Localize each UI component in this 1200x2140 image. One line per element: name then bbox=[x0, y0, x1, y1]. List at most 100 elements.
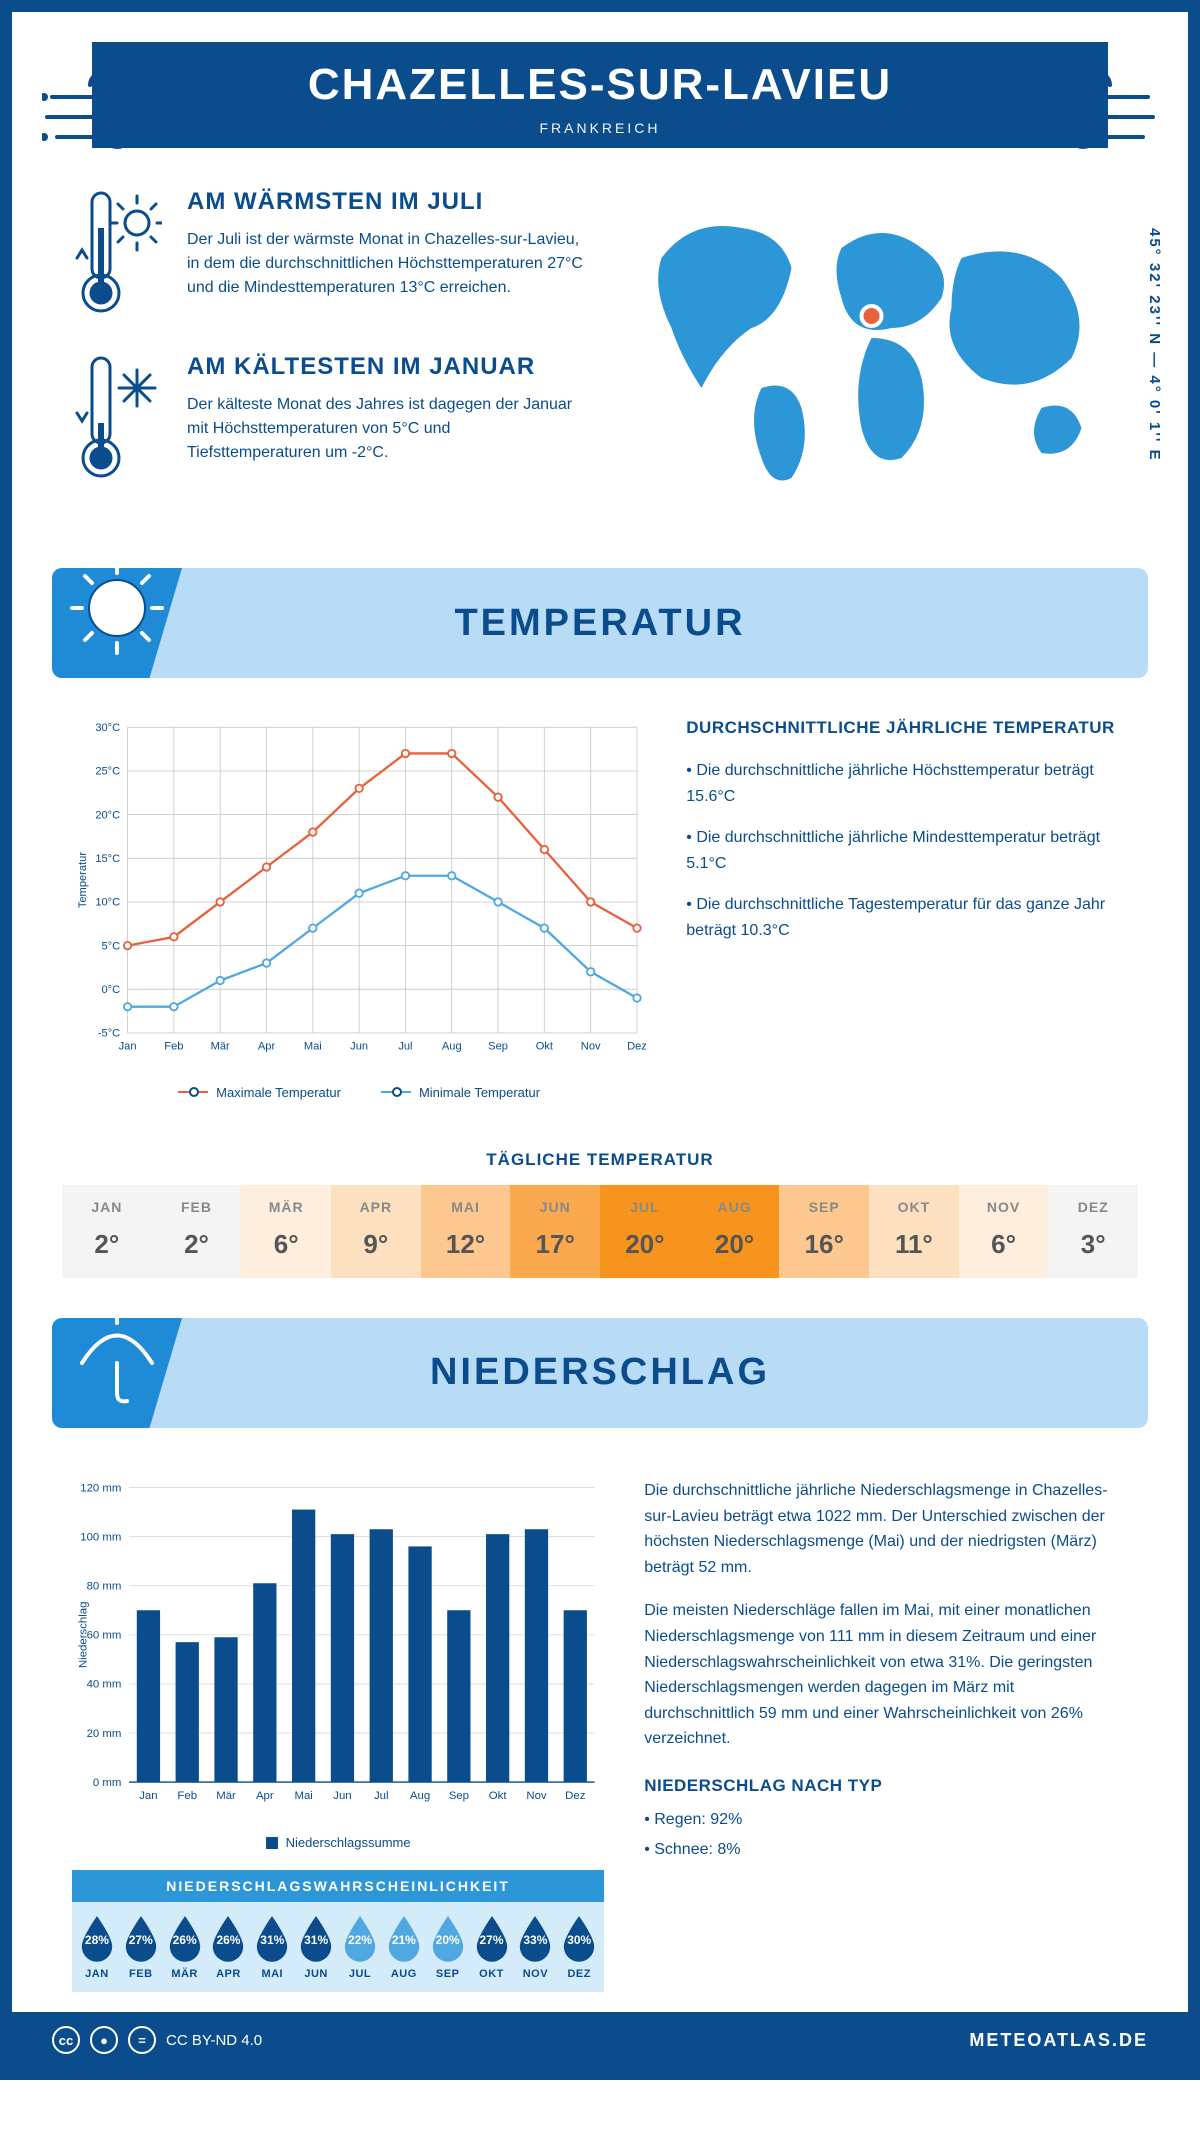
svg-text:Nov: Nov bbox=[526, 1790, 547, 1802]
precipitation-title: NIEDERSCHLAG bbox=[430, 1351, 770, 1394]
site-name: METEOATLAS.DE bbox=[969, 2030, 1148, 2051]
daily-temp-cell: DEZ3° bbox=[1048, 1185, 1138, 1278]
svg-text:Jan: Jan bbox=[139, 1790, 157, 1802]
coldest-text: Der kälteste Monat des Jahres ist dagege… bbox=[187, 393, 585, 465]
svg-text:Jun: Jun bbox=[350, 1041, 368, 1053]
warmest-text: Der Juli ist der wärmste Monat in Chazel… bbox=[187, 228, 585, 300]
svg-text:Feb: Feb bbox=[177, 1790, 197, 1802]
svg-text:10°C: 10°C bbox=[95, 897, 120, 909]
svg-text:Sep: Sep bbox=[488, 1041, 508, 1053]
svg-text:80 mm: 80 mm bbox=[87, 1580, 122, 1592]
svg-text:Mai: Mai bbox=[304, 1041, 322, 1053]
infographic-frame: CHAZELLES-SUR-LAVIEU FRANKREICH bbox=[0, 0, 1200, 2080]
svg-text:60 mm: 60 mm bbox=[87, 1630, 122, 1642]
prob-cell: 28%JAN bbox=[76, 1914, 118, 1980]
prob-cell: 31%MAI bbox=[251, 1914, 293, 1980]
svg-text:Jul: Jul bbox=[374, 1790, 389, 1802]
thermometer-hot-icon bbox=[72, 188, 162, 318]
svg-text:Feb: Feb bbox=[164, 1041, 183, 1053]
precip-type-title: NIEDERSCHLAG NACH TYP bbox=[644, 1772, 1128, 1799]
prob-cell: 31%JUN bbox=[295, 1914, 337, 1980]
svg-text:Apr: Apr bbox=[258, 1041, 276, 1053]
svg-text:Jun: Jun bbox=[333, 1790, 351, 1802]
prob-cell: 26%APR bbox=[208, 1914, 250, 1980]
daily-temp-strip: JAN2°FEB2°MÄR6°APR9°MAI12°JUN17°JUL20°AU… bbox=[62, 1185, 1138, 1278]
coordinates: 45° 32' 23'' N — 4° 0' 1'' E bbox=[1146, 228, 1163, 462]
license-text: CC BY-ND 4.0 bbox=[166, 2032, 262, 2049]
cc-icon: cc bbox=[52, 2026, 80, 2054]
svg-text:0 mm: 0 mm bbox=[93, 1777, 121, 1789]
svg-text:Mär: Mär bbox=[211, 1041, 230, 1053]
daily-temp-cell: MÄR6° bbox=[241, 1185, 331, 1278]
svg-text:Mär: Mär bbox=[216, 1790, 236, 1802]
coldest-fact: AM KÄLTESTEN IM JANUAR Der kälteste Mona… bbox=[72, 353, 585, 488]
svg-text:Aug: Aug bbox=[410, 1790, 430, 1802]
sun-icon bbox=[67, 558, 167, 658]
svg-text:Jul: Jul bbox=[398, 1041, 412, 1053]
daily-temp-cell: JUN17° bbox=[510, 1185, 600, 1278]
svg-text:Niederschlag: Niederschlag bbox=[77, 1602, 89, 1668]
coldest-title: AM KÄLTESTEN IM JANUAR bbox=[187, 353, 585, 381]
svg-text:Nov: Nov bbox=[581, 1041, 601, 1053]
footer: cc ● = CC BY-ND 4.0 METEOATLAS.DE bbox=[12, 2012, 1188, 2068]
daily-temp-cell: JAN2° bbox=[62, 1185, 152, 1278]
daily-temp-cell: AUG20° bbox=[690, 1185, 780, 1278]
precipitation-bar-chart: 0 mm20 mm40 mm60 mm80 mm100 mm120 mmNied… bbox=[72, 1478, 604, 1820]
temp-info-point: • Die durchschnittliche Tagestemperatur … bbox=[686, 892, 1128, 943]
prob-cell: 27%FEB bbox=[120, 1914, 162, 1980]
svg-text:-5°C: -5°C bbox=[98, 1028, 120, 1040]
svg-text:25°C: 25°C bbox=[95, 766, 120, 778]
temp-info-point: • Die durchschnittliche jährliche Mindes… bbox=[686, 825, 1128, 876]
country-label: FRANKREICH bbox=[112, 120, 1088, 136]
svg-text:Mai: Mai bbox=[294, 1790, 312, 1802]
prob-title: NIEDERSCHLAGSWAHRSCHEINLICHKEIT bbox=[72, 1870, 604, 1902]
warmest-title: AM WÄRMSTEN IM JULI bbox=[187, 188, 585, 216]
umbrella-icon bbox=[67, 1308, 167, 1408]
daily-temp-cell: APR9° bbox=[331, 1185, 421, 1278]
prob-cell: 33%NOV bbox=[514, 1914, 556, 1980]
nd-icon: = bbox=[128, 2026, 156, 2054]
prob-cell: 20%SEP bbox=[427, 1914, 469, 1980]
svg-text:Apr: Apr bbox=[256, 1790, 274, 1802]
temp-info-point: • Die durchschnittliche jährliche Höchst… bbox=[686, 758, 1128, 809]
svg-text:100 mm: 100 mm bbox=[80, 1531, 121, 1543]
prob-cell: 27%OKT bbox=[471, 1914, 513, 1980]
precip-text-1: Die durchschnittliche jährliche Niedersc… bbox=[644, 1478, 1128, 1580]
temp-info-title: DURCHSCHNITTLICHE JÄHRLICHE TEMPERATUR bbox=[686, 718, 1128, 738]
svg-text:20°C: 20°C bbox=[95, 809, 120, 821]
daily-temp-cell: SEP16° bbox=[779, 1185, 869, 1278]
thermometer-cold-icon bbox=[72, 353, 162, 483]
header-wrap: CHAZELLES-SUR-LAVIEU FRANKREICH bbox=[12, 42, 1188, 148]
temperature-line-chart: -5°C0°C5°C10°C15°C20°C25°C30°CJanFebMärA… bbox=[72, 718, 646, 1070]
svg-text:30°C: 30°C bbox=[95, 722, 120, 734]
by-icon: ● bbox=[90, 2026, 118, 2054]
svg-text:Temperatur: Temperatur bbox=[77, 852, 89, 908]
svg-text:20 mm: 20 mm bbox=[87, 1728, 122, 1740]
daily-temp-cell: MAI12° bbox=[421, 1185, 511, 1278]
world-map bbox=[615, 188, 1128, 508]
svg-text:0°C: 0°C bbox=[102, 984, 121, 996]
temperature-title: TEMPERATUR bbox=[454, 602, 745, 645]
svg-text:Jan: Jan bbox=[119, 1041, 137, 1053]
prob-cell: 26%MÄR bbox=[164, 1914, 206, 1980]
title-banner: CHAZELLES-SUR-LAVIEU FRANKREICH bbox=[92, 42, 1108, 148]
temp-legend: Maximale Temperatur Minimale Temperatur bbox=[72, 1085, 646, 1100]
precipitation-header: NIEDERSCHLAG bbox=[52, 1318, 1148, 1428]
svg-text:5°C: 5°C bbox=[102, 940, 121, 952]
precip-text-2: Die meisten Niederschläge fallen im Mai,… bbox=[644, 1598, 1128, 1752]
svg-text:Okt: Okt bbox=[536, 1041, 553, 1053]
daily-temp-cell: FEB2° bbox=[152, 1185, 242, 1278]
prob-cell: 21%AUG bbox=[383, 1914, 425, 1980]
prob-cell: 22%JUL bbox=[339, 1914, 381, 1980]
svg-text:Sep: Sep bbox=[449, 1790, 469, 1802]
warmest-fact: AM WÄRMSTEN IM JULI Der Juli ist der wär… bbox=[72, 188, 585, 323]
precip-probability-box: NIEDERSCHLAGSWAHRSCHEINLICHKEIT 28%JAN27… bbox=[72, 1870, 604, 1992]
svg-text:Dez: Dez bbox=[565, 1790, 586, 1802]
city-title: CHAZELLES-SUR-LAVIEU bbox=[112, 60, 1088, 110]
precip-type-point: • Regen: 92% bbox=[644, 1807, 1128, 1833]
prob-cell: 30%DEZ bbox=[558, 1914, 600, 1980]
svg-text:Okt: Okt bbox=[489, 1790, 508, 1802]
svg-text:40 mm: 40 mm bbox=[87, 1679, 122, 1691]
daily-temp-title: TÄGLICHE TEMPERATUR bbox=[12, 1150, 1188, 1170]
daily-temp-cell: JUL20° bbox=[600, 1185, 690, 1278]
